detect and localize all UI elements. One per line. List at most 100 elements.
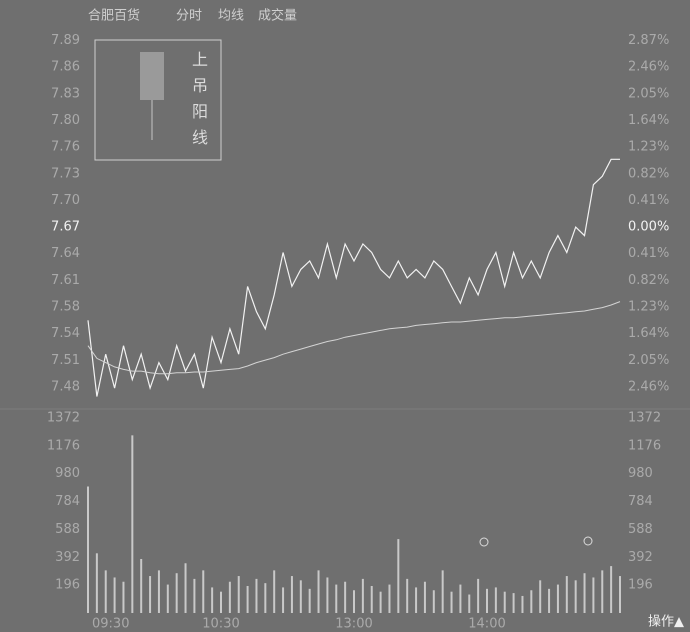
volume-bar [406, 578, 409, 613]
volume-bar [361, 578, 364, 613]
view-label: 成交量 [258, 8, 297, 24]
volume-bar [512, 593, 515, 613]
y2-tick-label: 2.05% [628, 86, 669, 101]
volume-bar [619, 576, 621, 613]
volume-bar [140, 558, 143, 613]
y2-tick-label: 2.46% [628, 379, 669, 394]
volume-bar [556, 584, 559, 613]
volume-bar [95, 553, 98, 613]
volume-bar [450, 591, 453, 613]
volume-bar [583, 573, 586, 613]
volume-bar [326, 577, 329, 613]
y2-tick-label: 1.23% [628, 140, 669, 155]
volume-bar [353, 590, 355, 613]
view-label: 均线 [218, 9, 244, 24]
volume-bar [486, 588, 488, 613]
volume-bar [264, 583, 267, 613]
stock-name: 合肥百货 [88, 8, 140, 24]
price-line [87, 158, 620, 397]
y-tick-label: 7.76 [51, 140, 80, 155]
y-tick-label: 7.48 [51, 379, 80, 394]
volume-bar [175, 573, 178, 613]
volume-bar [432, 590, 435, 613]
y2-tick-label: 1372 [628, 411, 661, 426]
y-tick-label: 784 [55, 494, 80, 509]
y-tick-label: 7.58 [51, 299, 80, 314]
y-tick-label: 1176 [47, 438, 80, 453]
volume-bar [299, 580, 302, 613]
volume-bar [415, 587, 418, 613]
x-tick-label: 09:30 [92, 617, 129, 632]
action-button[interactable]: 操作▲ [648, 614, 684, 630]
volume-bar [388, 584, 391, 613]
y2-tick-label: 1176 [628, 438, 661, 453]
y2-tick-label: 0.82% [628, 273, 669, 288]
y-tick-label: 7.51 [51, 353, 80, 368]
y-tick-label: 980 [55, 466, 80, 481]
volume-bar [202, 570, 205, 613]
y2-tick-label: 1.23% [628, 300, 669, 315]
y2-tick-label: 0.00% [628, 220, 669, 235]
volume-bar [344, 581, 347, 613]
volume-bar [104, 570, 107, 613]
volume-bar [574, 580, 577, 613]
volume-bar [423, 581, 426, 613]
volume-bar [131, 435, 134, 613]
marker-circle [583, 536, 593, 546]
volume-bar [468, 594, 471, 613]
volume-bar [166, 584, 169, 613]
volume-bar [184, 563, 187, 613]
volume-bar [565, 576, 568, 613]
volume-bar [255, 578, 258, 613]
volume-bar [548, 588, 551, 613]
y-tick-label: 7.83 [51, 86, 80, 101]
y-tick-label: 7.86 [51, 60, 80, 75]
view-label: 分时 [176, 9, 202, 24]
volume-bar [211, 587, 214, 613]
y2-tick-label: 2.87% [628, 33, 669, 48]
y-tick-label: 7.61 [51, 273, 80, 288]
y2-tick-label: 0.41% [628, 246, 669, 261]
volume-bar [397, 539, 400, 613]
annotation-text: 上吊阳线 [192, 50, 208, 147]
volume-bar [157, 570, 160, 613]
price-line [87, 301, 621, 375]
y-tick-label: 392 [55, 550, 80, 565]
annotation-box: 上吊阳线 [94, 39, 222, 161]
y-tick-label: 7.54 [51, 326, 80, 341]
annotation-frame [94, 39, 222, 161]
volume-bar [530, 590, 533, 613]
volume-bar [113, 577, 116, 613]
volume-bar [220, 591, 222, 613]
marker-circle [479, 537, 489, 547]
y2-tick-label: 588 [628, 522, 653, 537]
x-tick-label: 14:00 [468, 617, 505, 632]
y2-tick-label: 196 [628, 578, 653, 593]
volume-bar [282, 587, 285, 613]
y2-tick-label: 0.41% [628, 193, 669, 208]
y-tick-label: 1372 [47, 411, 80, 426]
volume-bar [246, 585, 249, 613]
y2-tick-label: 0.82% [628, 166, 669, 181]
x-tick-label: 13:00 [335, 617, 372, 632]
y2-tick-label: 1.64% [628, 113, 669, 128]
volume-bar [601, 570, 604, 613]
y-tick-label: 7.89 [51, 33, 80, 48]
y2-tick-label: 2.05% [628, 353, 669, 368]
volume-bar [237, 576, 240, 613]
y-tick-label: 7.73 [51, 166, 80, 181]
y-tick-label: 7.70 [51, 193, 80, 208]
volume-bar [370, 585, 373, 613]
volume-bar [521, 595, 524, 613]
volume-bar [290, 576, 293, 613]
volume-bar [592, 577, 595, 613]
volume-bar [228, 581, 231, 613]
y-tick-label: 7.67 [51, 220, 80, 235]
volume-bar [477, 578, 480, 613]
volume-bar [503, 591, 506, 613]
volume-bar [149, 576, 152, 613]
volume-bar [441, 570, 444, 613]
y2-tick-label: 392 [628, 550, 653, 565]
y-tick-label: 588 [55, 522, 80, 537]
